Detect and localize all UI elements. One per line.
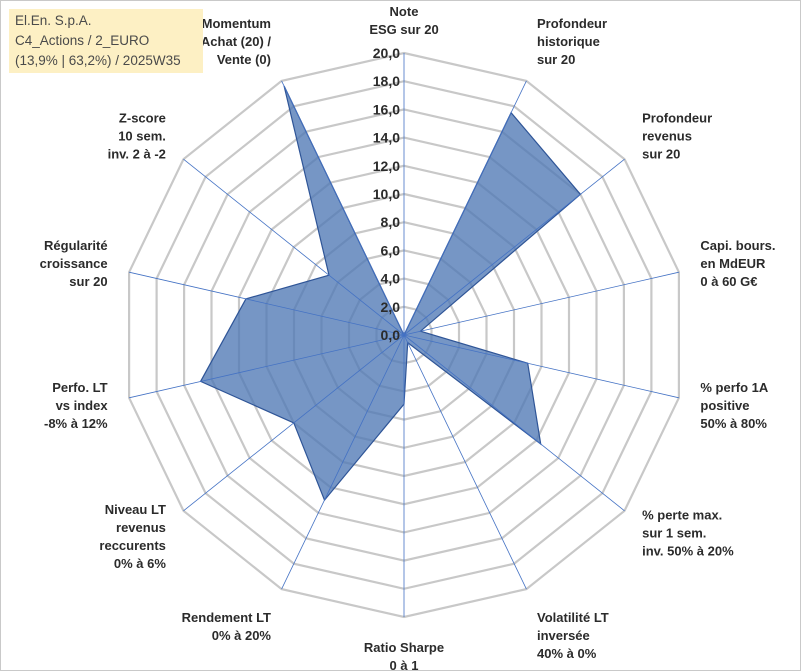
radial-tick-label: 2,0 bbox=[381, 299, 401, 315]
axis-spoke bbox=[129, 271, 405, 336]
axis-label: Volatilité LT inversée 40% à 0% bbox=[537, 610, 609, 661]
axis-label: Note ESG sur 20 bbox=[369, 4, 438, 37]
axis-label: Z-score 10 sem. inv. 2 à -2 bbox=[108, 111, 166, 162]
radial-tick-label: 6,0 bbox=[381, 242, 401, 258]
axis-spoke bbox=[403, 334, 625, 512]
axis-label: Capi. bours. en MdEUR 0 à 60 G€ bbox=[700, 238, 775, 289]
radial-tick-label: 16,0 bbox=[373, 101, 400, 117]
axis-label: Ratio Sharpe 0 à 1 bbox=[364, 640, 444, 670]
company-name: El.En. S.p.A. bbox=[15, 13, 92, 28]
radial-tick-label: 8,0 bbox=[381, 214, 401, 230]
radial-tick-label: 20,0 bbox=[373, 45, 400, 61]
axis-label: Momentum Achat (20) / Vente (0) bbox=[201, 16, 271, 67]
axis-label: Profondeur historique sur 20 bbox=[537, 16, 607, 67]
radial-tick-label: 4,0 bbox=[381, 271, 401, 287]
category-line: C4_Actions / 2_EURO bbox=[15, 33, 150, 48]
axis-label: Rendement LT 0% à 20% bbox=[182, 610, 272, 643]
radial-tick-label: 10,0 bbox=[373, 186, 400, 202]
axis-label: % perte max. sur 1 sem. inv. 50% à 20% bbox=[642, 507, 734, 558]
axis-label: Niveau LT revenus reccurents 0% à 6% bbox=[99, 502, 166, 571]
radial-tick-label: 14,0 bbox=[373, 130, 400, 146]
radial-tick-label: 18,0 bbox=[373, 73, 400, 89]
radial-tick-label: 0,0 bbox=[381, 327, 401, 343]
axis-spoke bbox=[403, 80, 527, 336]
axis-label: Régularité croissance sur 20 bbox=[40, 238, 108, 289]
axis-label: Profondeur revenus sur 20 bbox=[642, 111, 712, 162]
axis-spoke bbox=[403, 334, 527, 590]
axis-spoke bbox=[403, 334, 679, 399]
axis-spoke bbox=[281, 334, 405, 590]
axis-spoke bbox=[403, 158, 625, 336]
axis-spoke bbox=[281, 80, 405, 336]
series-area bbox=[199, 85, 582, 502]
axis-label: % perfo 1A positive 50% à 80% bbox=[700, 380, 769, 431]
axis-spoke bbox=[183, 334, 405, 512]
axis-label: Perfo. LT vs index -8% à 12% bbox=[44, 380, 108, 431]
axis-spoke bbox=[403, 271, 679, 336]
radial-tick-label: 12,0 bbox=[373, 158, 400, 174]
axis-spoke bbox=[129, 334, 405, 399]
axis-spoke bbox=[183, 158, 405, 336]
score-line: (13,9% | 63,2%) / 2025W35 bbox=[15, 53, 181, 68]
info-box: El.En. S.p.A. C4_Actions / 2_EURO (13,9%… bbox=[9, 9, 203, 73]
